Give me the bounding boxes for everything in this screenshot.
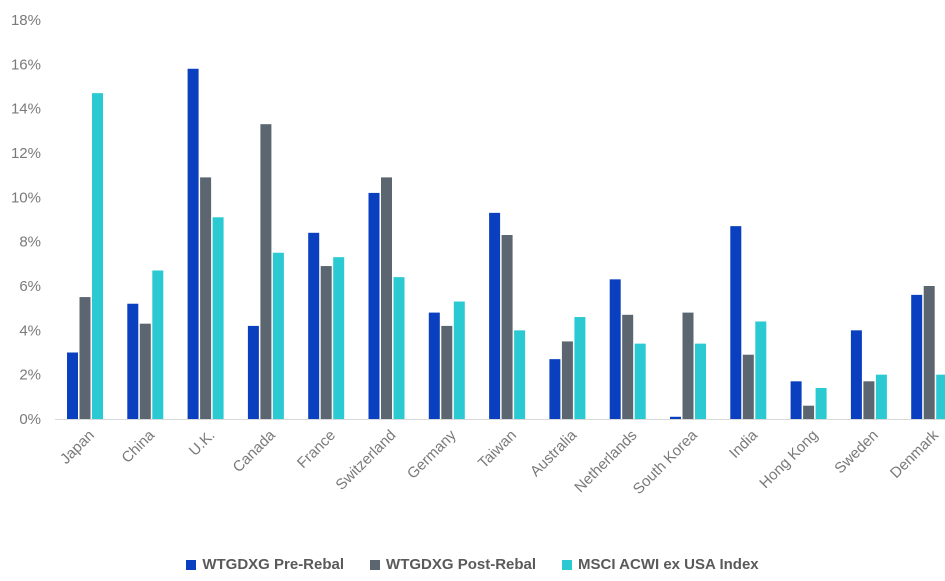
bar	[127, 303, 139, 419]
x-category-label: Canada	[230, 426, 280, 476]
bar	[368, 192, 380, 419]
bar	[755, 321, 767, 419]
bar	[850, 330, 862, 419]
bar	[489, 212, 501, 419]
bar	[730, 226, 742, 419]
bar	[682, 312, 694, 419]
bar	[428, 312, 440, 419]
bar	[501, 235, 513, 419]
bar	[200, 177, 212, 419]
legend: WTGDXG Pre-Rebal WTGDXG Post-Rebal MSCI …	[0, 556, 945, 573]
bar	[815, 387, 827, 419]
bar	[152, 270, 164, 419]
bar	[381, 177, 392, 419]
bar	[260, 124, 272, 419]
bar	[514, 330, 526, 419]
bar-chart: 0% 2% 4% 6% 8% 10% 12% 14% 16% 18% Japan China U.K.…	[11, 12, 945, 498]
bars-group	[67, 68, 945, 420]
legend-item-post-rebal: WTGDXG Post-Rebal	[370, 556, 536, 573]
bar	[875, 374, 887, 419]
bar	[742, 354, 754, 419]
y-tick-label: 16%	[11, 56, 41, 73]
y-tick-label: 4%	[19, 322, 41, 339]
bar	[320, 266, 332, 419]
legend-label-post-rebal: WTGDXG Post-Rebal	[386, 556, 537, 573]
legend-swatch-pre-rebal	[186, 559, 197, 570]
legend-item-msci: MSCI ACWI ex USA Index	[562, 556, 759, 573]
x-category-label: India	[726, 426, 761, 461]
bar	[453, 301, 465, 419]
bar	[561, 341, 573, 419]
y-axis-ticks: 0% 2% 4% 6% 8% 10% 12% 14% 16% 18%	[11, 12, 41, 428]
bar	[695, 343, 706, 419]
bar	[549, 359, 561, 419]
y-tick-label: 18%	[11, 12, 41, 29]
bar	[790, 381, 802, 419]
x-category-label: Australia	[527, 426, 581, 480]
x-category-label: China	[118, 426, 158, 466]
bar	[187, 68, 199, 420]
bar	[67, 352, 78, 419]
y-tick-label: 0%	[19, 411, 41, 428]
x-category-label: Denmark	[887, 426, 942, 481]
bar	[622, 314, 634, 419]
x-category-label: Sweden	[831, 427, 881, 477]
x-category-label: Taiwan	[475, 427, 520, 472]
bar	[308, 232, 320, 419]
y-tick-label: 12%	[11, 145, 41, 162]
bar	[803, 405, 815, 419]
legend-label-msci: MSCI ACWI ex USA Index	[578, 556, 759, 573]
y-tick-label: 14%	[11, 101, 41, 118]
y-tick-label: 6%	[19, 278, 41, 295]
bar	[441, 325, 453, 419]
x-category-label: South Korea	[630, 426, 701, 497]
y-tick-label: 10%	[11, 189, 41, 206]
bar	[92, 93, 103, 420]
x-category-label: Hong Kong	[756, 427, 821, 492]
x-category-label: Germany	[404, 426, 460, 482]
bar	[609, 279, 621, 419]
x-category-label: Switzerland	[332, 427, 399, 494]
bar	[911, 294, 923, 419]
bar	[670, 416, 681, 419]
y-tick-label: 8%	[19, 234, 41, 251]
y-tick-label: 2%	[19, 367, 41, 384]
bar	[139, 323, 151, 419]
bar	[212, 217, 224, 419]
bar	[574, 317, 586, 419]
x-category-label: U.K.	[186, 427, 219, 460]
legend-swatch-post-rebal	[370, 559, 381, 570]
bar	[863, 381, 875, 419]
bar	[393, 277, 405, 419]
bar	[923, 286, 935, 419]
bar	[333, 257, 345, 419]
bar	[634, 343, 646, 419]
bar	[272, 252, 284, 419]
legend-swatch-msci	[562, 559, 573, 570]
x-category-label: Japan	[57, 427, 98, 468]
legend-item-pre-rebal: WTGDXG Pre-Rebal	[186, 556, 344, 573]
x-category-label: France	[294, 427, 339, 472]
bar	[247, 325, 259, 419]
legend-label-pre-rebal: WTGDXG Pre-Rebal	[202, 556, 345, 573]
bar	[936, 374, 945, 419]
bar	[79, 297, 91, 419]
